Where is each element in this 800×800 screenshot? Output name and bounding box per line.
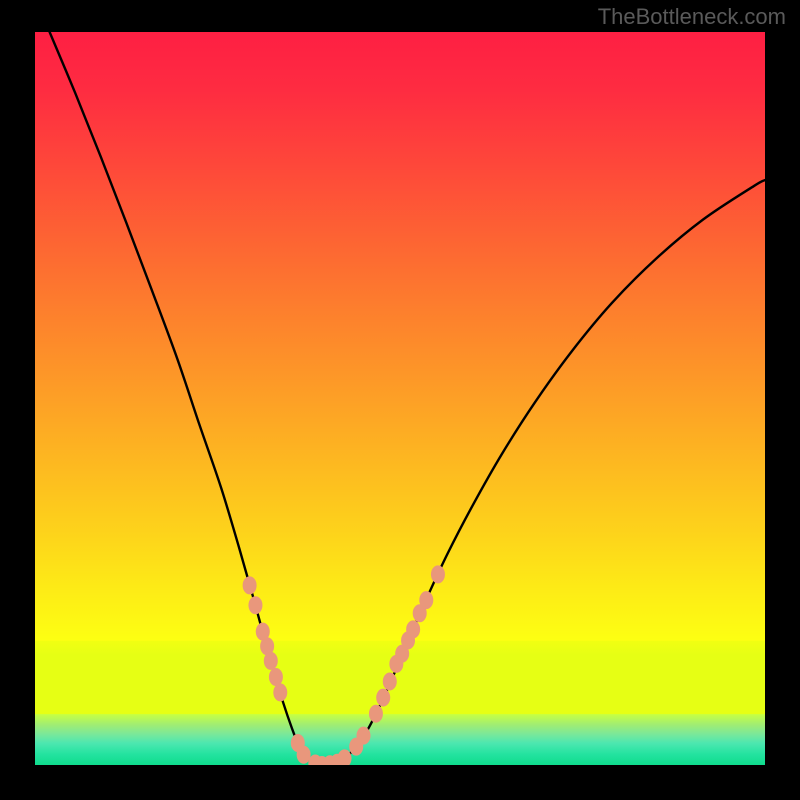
data-marker xyxy=(248,596,262,614)
data-marker xyxy=(269,668,283,686)
watermark-text: TheBottleneck.com xyxy=(598,4,786,30)
data-marker xyxy=(297,746,311,764)
data-marker xyxy=(264,652,278,670)
data-marker xyxy=(357,727,371,745)
data-marker xyxy=(369,705,383,723)
data-marker xyxy=(431,565,445,583)
data-marker xyxy=(243,576,257,594)
data-marker xyxy=(406,620,420,638)
chart-frame: TheBottleneck.com xyxy=(0,0,800,800)
data-marker xyxy=(383,672,397,690)
data-marker xyxy=(273,683,287,701)
data-marker xyxy=(376,689,390,707)
chart-svg xyxy=(35,32,765,765)
data-marker xyxy=(419,591,433,609)
